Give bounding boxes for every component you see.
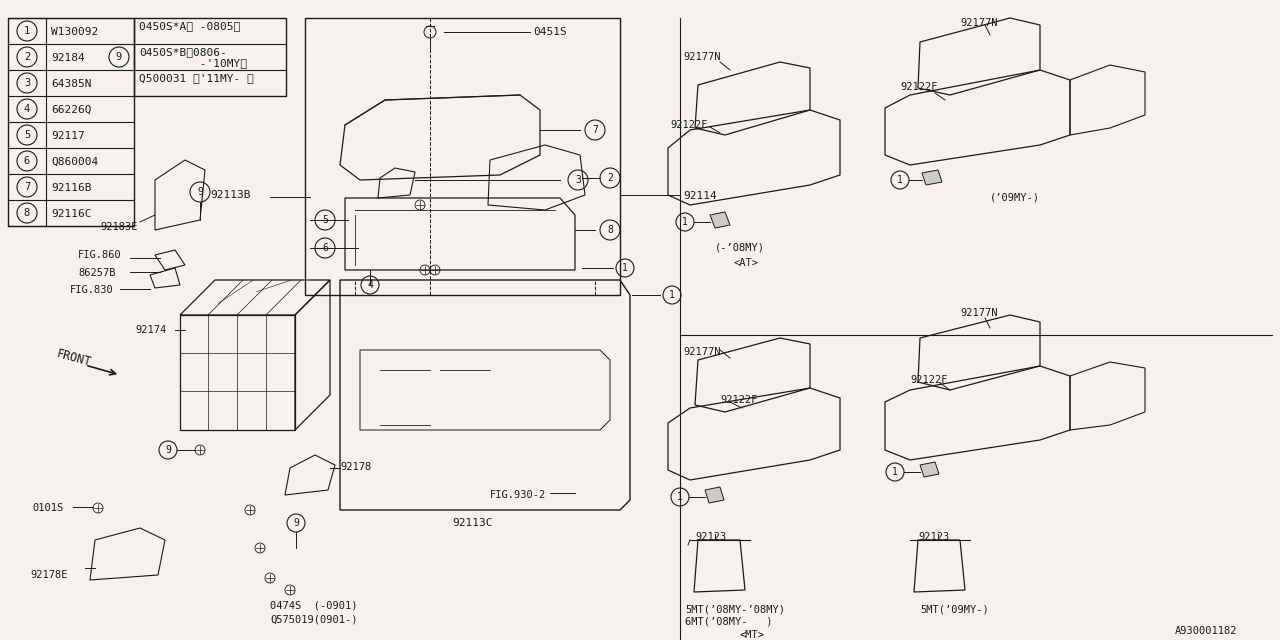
Text: 64385N: 64385N	[51, 79, 91, 89]
Text: 6: 6	[323, 243, 328, 253]
Text: (’09MY-): (’09MY-)	[989, 192, 1039, 202]
Text: 92123: 92123	[695, 532, 726, 542]
Text: 1: 1	[622, 263, 628, 273]
Text: 0450S*B〈0806-: 0450S*B〈0806-	[140, 47, 227, 57]
Text: 2: 2	[607, 173, 613, 183]
Text: <AT>: <AT>	[733, 258, 758, 268]
Polygon shape	[705, 487, 724, 503]
Text: 92122F: 92122F	[719, 395, 758, 405]
Text: 3: 3	[575, 175, 581, 185]
Polygon shape	[710, 212, 730, 228]
Text: 7: 7	[593, 125, 598, 135]
Text: 92114: 92114	[684, 191, 717, 201]
Text: 92122F: 92122F	[669, 120, 708, 130]
Text: 1: 1	[682, 217, 687, 227]
Text: 66226Q: 66226Q	[51, 105, 91, 115]
Text: 0474S  (-0901): 0474S (-0901)	[270, 600, 357, 610]
Text: 92177N: 92177N	[684, 52, 721, 62]
Text: 92177N: 92177N	[960, 18, 997, 28]
Text: 92177N: 92177N	[960, 308, 997, 318]
Text: 4: 4	[24, 104, 31, 114]
Text: 92177N: 92177N	[684, 347, 721, 357]
Text: 1: 1	[677, 492, 684, 502]
Text: 3: 3	[24, 78, 31, 88]
Text: 8: 8	[24, 208, 31, 218]
Text: W130092: W130092	[51, 27, 99, 37]
Text: 1: 1	[897, 175, 902, 185]
Text: 4: 4	[367, 280, 372, 290]
Text: 5MT(’08MY-’08MY): 5MT(’08MY-’08MY)	[685, 605, 785, 615]
Text: 1: 1	[24, 26, 31, 36]
Text: FRONT: FRONT	[55, 347, 92, 369]
Text: 92122F: 92122F	[910, 375, 947, 385]
Text: 6: 6	[24, 156, 31, 166]
Text: 86257B: 86257B	[78, 268, 115, 278]
Text: 9: 9	[116, 52, 122, 62]
Text: 0451S: 0451S	[532, 27, 567, 37]
Text: 92122F: 92122F	[900, 82, 937, 92]
Bar	[305, 18, 620, 295]
Bar	[134, 18, 285, 96]
Text: 92116B: 92116B	[51, 183, 91, 193]
Text: <MT>: <MT>	[740, 630, 765, 640]
Text: 92178: 92178	[340, 462, 371, 472]
Text: 9: 9	[165, 445, 172, 455]
Text: 0450S*A〈 -0805〉: 0450S*A〈 -0805〉	[140, 21, 241, 31]
Polygon shape	[920, 462, 940, 477]
Text: 92117: 92117	[51, 131, 84, 141]
Text: FIG.930-2: FIG.930-2	[490, 490, 547, 500]
Polygon shape	[922, 170, 942, 185]
Text: 5: 5	[24, 130, 31, 140]
Text: 92174: 92174	[134, 325, 166, 335]
Text: 92113C: 92113C	[452, 518, 493, 528]
Text: 1: 1	[892, 467, 899, 477]
Text: Q860004: Q860004	[51, 157, 99, 167]
Text: 92184: 92184	[51, 53, 84, 63]
Text: FIG.830: FIG.830	[70, 285, 114, 295]
Text: 5: 5	[323, 215, 328, 225]
Text: A930001182: A930001182	[1175, 626, 1238, 636]
Text: 9: 9	[197, 187, 204, 197]
Text: -'10MY〉: -'10MY〉	[140, 58, 247, 68]
Text: 6MT(’08MY-   ): 6MT(’08MY- )	[685, 617, 773, 627]
Bar	[8, 18, 134, 226]
Text: FIG.860: FIG.860	[78, 250, 122, 260]
Text: 2: 2	[24, 52, 31, 62]
Text: Q500031 〈'11MY- 〉: Q500031 〈'11MY- 〉	[140, 73, 253, 83]
Text: 5MT(’09MY-): 5MT(’09MY-)	[920, 605, 988, 615]
Text: (-’08MY): (-’08MY)	[716, 242, 765, 252]
Text: 0101S: 0101S	[32, 503, 63, 513]
Text: 1: 1	[669, 290, 675, 300]
Text: 9: 9	[293, 518, 300, 528]
Text: 92123: 92123	[918, 532, 950, 542]
Text: 92178E: 92178E	[29, 570, 68, 580]
Text: 92113B: 92113B	[210, 190, 251, 200]
Text: 7: 7	[24, 182, 31, 192]
Text: 8: 8	[607, 225, 613, 235]
Text: 92183E: 92183E	[100, 222, 137, 232]
Text: 92116C: 92116C	[51, 209, 91, 219]
Text: Q575019(0901-): Q575019(0901-)	[270, 614, 357, 624]
